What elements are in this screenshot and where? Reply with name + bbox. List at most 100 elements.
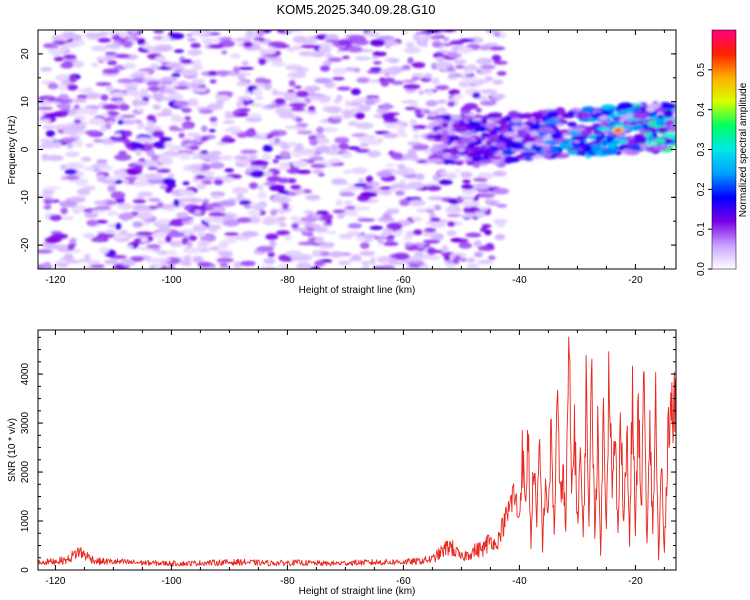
heatmap-cell: [61, 44, 68, 53]
heatmap-cell: [40, 118, 51, 123]
heatmap-cell: [545, 118, 561, 124]
heatmap-cell: [366, 70, 383, 74]
snr-y-tick-label: 3000: [20, 412, 31, 435]
heatmap-cell: [218, 250, 234, 258]
heatmap-cell: [534, 139, 545, 144]
heatmap-cell: [134, 100, 149, 106]
heatmap-cell: [478, 45, 492, 51]
heatmap-cell: [387, 67, 394, 75]
heatmap-cell: [96, 159, 108, 164]
heatmap-cell: [457, 46, 473, 54]
heatmap-cell: [404, 242, 413, 247]
heatmap-cell: [479, 227, 488, 232]
heatmap-cell: [534, 145, 543, 152]
heatmap-cell: [608, 108, 615, 114]
heatmap-cell: [474, 126, 488, 132]
heatmap-cell: [122, 40, 133, 48]
heatmap-cell: [480, 149, 494, 156]
heatmap-cell: [547, 140, 557, 145]
heatmap-cell: [45, 212, 53, 217]
heatmap-cell: [449, 40, 465, 46]
snr-x-tick-label: -80: [280, 576, 295, 587]
heatmap-cell: [442, 37, 450, 42]
heatmap-cell: [60, 164, 67, 171]
heatmap-cell: [373, 61, 382, 65]
heatmap-cell: [265, 104, 282, 108]
heatmap-cell: [90, 264, 105, 269]
heatmap-cell: [407, 57, 414, 64]
heatmap-cell: [163, 88, 175, 95]
heatmap-cell: [265, 233, 279, 241]
heatmap-cell: [438, 219, 449, 223]
colorbar-tick-label: 0.5: [696, 62, 707, 76]
heatmap-cell: [210, 122, 219, 127]
heatmap-cell: [105, 229, 116, 235]
heatmap-cell: [146, 114, 156, 122]
heatmap-cell: [241, 230, 259, 238]
heatmap-cell: [456, 143, 467, 150]
heatmap-cell: [78, 88, 94, 94]
heatmap-cell: [492, 79, 504, 85]
heatmap-cell: [431, 40, 442, 48]
heatmap-cell: [476, 260, 494, 265]
heatmap-cell: [294, 188, 305, 195]
heatmap-cell: [389, 58, 399, 64]
heatmap-cell: [223, 114, 236, 119]
heatmap-cell: [102, 104, 120, 110]
heatmap-cell: [338, 143, 350, 150]
heatmap-cell: [167, 147, 179, 152]
heatmap-cell: [529, 130, 540, 137]
heatmap-cell: [429, 217, 441, 222]
heatmap-cell: [331, 181, 349, 185]
heatmap-cell: [113, 39, 121, 45]
spectrogram-x-tick-label: -60: [396, 275, 411, 286]
heatmap-cell: [52, 35, 63, 39]
heatmap-cell: [95, 82, 112, 87]
heatmap-cell: [385, 208, 400, 215]
heatmap-cell: [459, 137, 474, 144]
heatmap-cell: [106, 210, 119, 216]
heatmap-cell: [76, 188, 91, 196]
heatmap-cell: [647, 135, 654, 143]
heatmap-cell: [357, 177, 365, 184]
heatmap-cell: [391, 80, 404, 86]
heatmap-cell: [468, 206, 479, 212]
heatmap-cell: [274, 193, 281, 201]
heatmap-cell: [462, 200, 478, 208]
heatmap-cell: [152, 141, 169, 149]
heatmap-cell: [656, 121, 663, 127]
heatmap-cell: [73, 98, 87, 103]
heatmap-cell: [118, 103, 130, 111]
heatmap-cell: [494, 234, 506, 241]
heatmap-cell: [410, 157, 421, 162]
heatmap-cell: [309, 138, 319, 146]
heatmap-cell: [97, 233, 115, 239]
colorbar: 0.0 0.1 0.2 0.3 0.4 0.5 Normalized spectral a…: [696, 29, 749, 276]
heatmap-cell: [191, 156, 201, 160]
heatmap-cell: [214, 70, 231, 75]
heatmap-cell: [382, 77, 395, 83]
heatmap-cell: [496, 71, 507, 76]
heatmap-cell: [453, 59, 467, 65]
heatmap-cell: [496, 203, 508, 208]
heatmap-cell: [154, 55, 167, 63]
heatmap-cell: [180, 59, 193, 64]
heatmap-cell: [474, 211, 486, 218]
heatmap-cell: [492, 170, 507, 177]
heatmap-cell: [414, 108, 422, 116]
heatmap-cell: [237, 95, 252, 101]
heatmap-cell: [374, 235, 381, 240]
heatmap-cell: [258, 57, 267, 66]
heatmap-cell: [148, 198, 161, 202]
heatmap-cell: [332, 76, 345, 81]
heatmap-cell: [244, 205, 251, 209]
heatmap-cell: [570, 107, 581, 112]
heatmap-cell: [481, 223, 492, 229]
heatmap-cell: [270, 61, 287, 67]
heatmap-cell: [298, 148, 317, 156]
heatmap-cell: [428, 158, 444, 163]
heatmap-cell: [356, 234, 365, 241]
heatmap-cell: [664, 120, 675, 125]
heatmap-cell: [231, 186, 249, 195]
heatmap-cell: [399, 178, 406, 185]
